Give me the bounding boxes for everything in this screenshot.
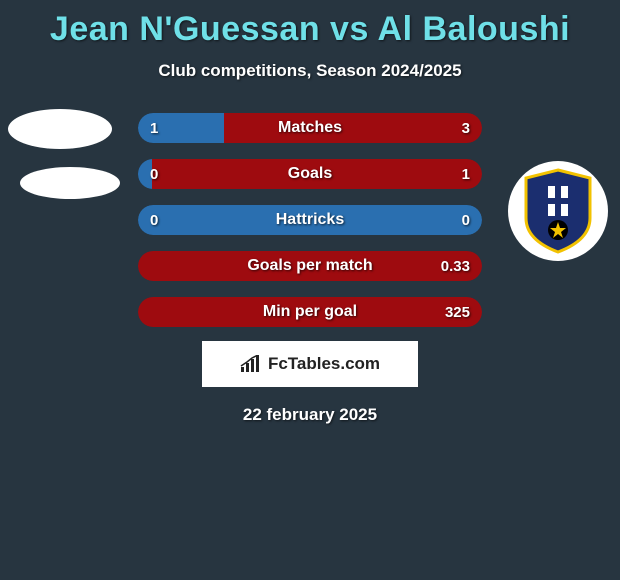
watermark: FcTables.com [202,341,418,387]
watermark-text: FcTables.com [268,354,380,374]
player-avatar-right [508,161,608,261]
chart-icon [240,355,262,373]
player-avatar-left-2 [20,167,120,199]
player-avatar-left-1 [8,109,112,149]
stats-area: 13Matches 01Goals 00Hattricks 0.33Goals per… [0,113,620,333]
stat-row: 0.33Goals per match [138,251,482,281]
date-label: 22 february 2025 [0,405,620,425]
stat-label: Goals [138,159,482,189]
stat-row: 01Goals [138,159,482,189]
club-badge-icon [522,168,594,254]
subtitle: Club competitions, Season 2024/2025 [0,61,620,81]
stat-row: 325Min per goal [138,297,482,327]
stat-label: Min per goal [138,297,482,327]
stat-label: Hattricks [138,205,482,235]
comparison-infographic: Jean N'Guessan vs Al Baloushi Club compe… [0,0,620,580]
stat-label: Goals per match [138,251,482,281]
stat-row: 13Matches [138,113,482,143]
stat-row: 00Hattricks [138,205,482,235]
page-title: Jean N'Guessan vs Al Baloushi [0,0,620,49]
stat-label: Matches [138,113,482,143]
